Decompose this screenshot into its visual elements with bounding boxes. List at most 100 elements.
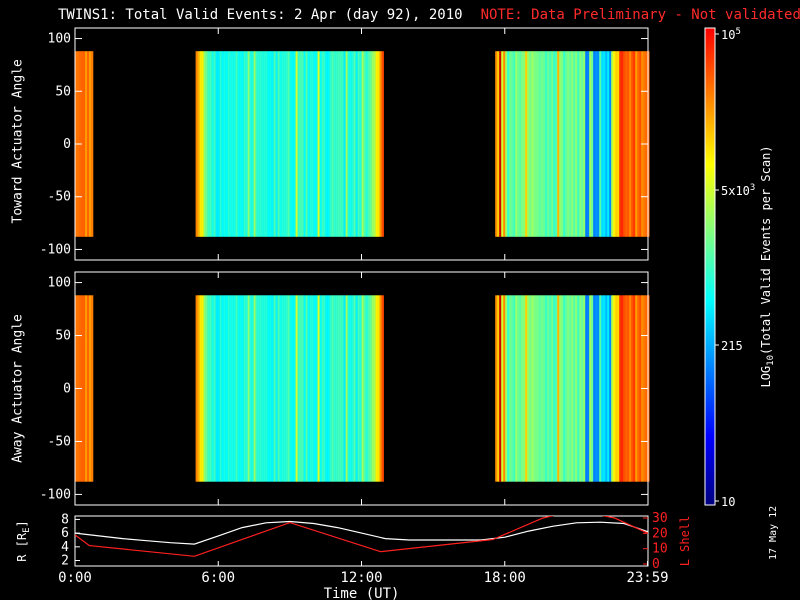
colorbar-tick-exponent: 5 xyxy=(735,27,740,37)
away-heatmap-cell xyxy=(613,295,616,482)
away-heatmap-cell xyxy=(499,295,502,482)
away-heatmap-cell xyxy=(233,295,236,482)
colorbar-tick-mantissa: 10 xyxy=(721,28,735,42)
toward-heatmap-cell xyxy=(251,51,254,237)
toward-heatmap-cell xyxy=(259,51,262,237)
away-heatmap-cell xyxy=(569,295,572,482)
toward-heatmap-cell xyxy=(617,51,620,237)
away-heatmap-cell xyxy=(275,295,278,482)
away-heatmap-cell xyxy=(627,295,630,482)
toward-heatmap-cell xyxy=(237,51,240,237)
away-heatmap-cell xyxy=(85,295,88,482)
away-heatmap-cell xyxy=(605,295,608,482)
toward-heatmap-cell xyxy=(515,51,518,237)
away-heatmap-cell xyxy=(349,295,352,482)
away-heatmap-cell xyxy=(367,295,370,482)
away-heatmap-cell xyxy=(337,295,340,482)
orbit-ylabel-left: R [RE] xyxy=(15,520,32,562)
away-heatmap-cell xyxy=(559,295,562,482)
toward-heatmap-cell xyxy=(231,51,234,237)
away-heatmap-cell xyxy=(287,295,290,482)
away-heatmap-cell xyxy=(583,295,586,482)
away-heatmap-cell xyxy=(361,295,364,482)
toward-heatmap-cell xyxy=(571,51,574,237)
toward-heatmap-cell xyxy=(507,51,510,237)
away-heatmap-cell xyxy=(511,295,514,482)
away-heatmap-cell xyxy=(611,295,614,482)
toward-heatmap-cell xyxy=(511,51,514,237)
away-heatmap-cell xyxy=(589,295,592,482)
colorbar-label-sub: 10 xyxy=(766,355,776,366)
toward-heatmap-cell xyxy=(603,51,606,237)
away-heatmap-cell xyxy=(231,295,234,482)
toward-heatmap-cell xyxy=(287,51,290,237)
away-heatmap-cell xyxy=(227,295,230,482)
away-heatmap-cell xyxy=(577,295,580,482)
away-heatmap-cell xyxy=(377,295,380,482)
away-heatmap-cell xyxy=(225,295,228,482)
toward-heatmap-cell xyxy=(279,51,282,237)
toward-heatmap-cell xyxy=(233,51,236,237)
away-heatmap-cell xyxy=(623,295,626,482)
toward-heatmap-cell xyxy=(349,51,352,237)
away-heatmap-cell xyxy=(237,295,240,482)
orbit-ylabel-left-end: ] xyxy=(15,520,29,527)
away-heatmap-cell xyxy=(297,295,300,482)
away-heatmap-cell xyxy=(209,295,212,482)
lshell-series-line xyxy=(75,516,648,557)
toward-heatmap-cell xyxy=(289,51,292,237)
away-heatmap-cell xyxy=(211,295,214,482)
toward-heatmap-cell xyxy=(299,51,302,237)
away-heatmap-cell xyxy=(593,295,596,482)
toward-heatmap-cell xyxy=(323,51,326,237)
toward-heatmap-cell xyxy=(347,51,350,237)
toward-heatmap-cell xyxy=(235,51,238,237)
colorbar-tick-label: 215 xyxy=(721,339,743,353)
toward-heatmap-cell xyxy=(317,51,320,237)
toward-heatmap-cell xyxy=(601,51,604,237)
toward-heatmap-cell xyxy=(207,51,210,237)
toward-heatmap-cell xyxy=(551,51,554,237)
toward-heatmap-cell xyxy=(239,51,242,237)
away-heatmap-cell xyxy=(293,295,296,482)
toward-heatmap-cell xyxy=(313,51,316,237)
away-ytick-label: -100 xyxy=(40,487,71,502)
orbit-ytick-right-label: 30 xyxy=(652,511,668,526)
away-heatmap-cell xyxy=(343,295,346,482)
away-heatmap-cell xyxy=(501,295,504,482)
away-heatmap-cell xyxy=(247,295,250,482)
away-heatmap-cell xyxy=(263,295,266,482)
toward-heatmap-cell xyxy=(501,51,504,237)
away-heatmap-cell xyxy=(199,295,202,482)
away-heatmap-cell xyxy=(567,295,570,482)
toward-heatmap-cell xyxy=(569,51,572,237)
orbit-frame xyxy=(74,515,649,567)
away-heatmap-cell xyxy=(289,295,292,482)
away-heatmap-cell xyxy=(285,295,288,482)
toward-heatmap-cell xyxy=(595,51,598,237)
toward-heatmap-cell xyxy=(325,51,328,237)
away-heatmap-cell xyxy=(539,295,542,482)
away-heatmap-cell xyxy=(553,295,556,482)
away-heatmap-cell xyxy=(561,295,564,482)
toward-ytick-label: -100 xyxy=(40,242,71,257)
toward-heatmap-cell xyxy=(335,51,338,237)
away-heatmap-cell xyxy=(351,295,354,482)
toward-heatmap-cell xyxy=(369,51,372,237)
away-heatmap-cell xyxy=(531,295,534,482)
toward-heatmap-cell xyxy=(345,51,348,237)
away-heatmap-cell xyxy=(587,295,590,482)
toward-heatmap-cell xyxy=(567,51,570,237)
away-heatmap-cell xyxy=(201,295,204,482)
toward-heatmap-cell xyxy=(529,51,532,237)
away-heatmap-cell xyxy=(295,295,298,482)
toward-heatmap-cell xyxy=(271,51,274,237)
toward-heatmap-cell xyxy=(537,51,540,237)
toward-heatmap-cell xyxy=(263,51,266,237)
toward-heatmap-cell xyxy=(249,51,252,237)
away-heatmap-cell xyxy=(221,295,224,482)
toward-heatmap-cell xyxy=(293,51,296,237)
away-heatmap-cell xyxy=(329,295,332,482)
toward-heatmap-cell xyxy=(517,51,520,237)
